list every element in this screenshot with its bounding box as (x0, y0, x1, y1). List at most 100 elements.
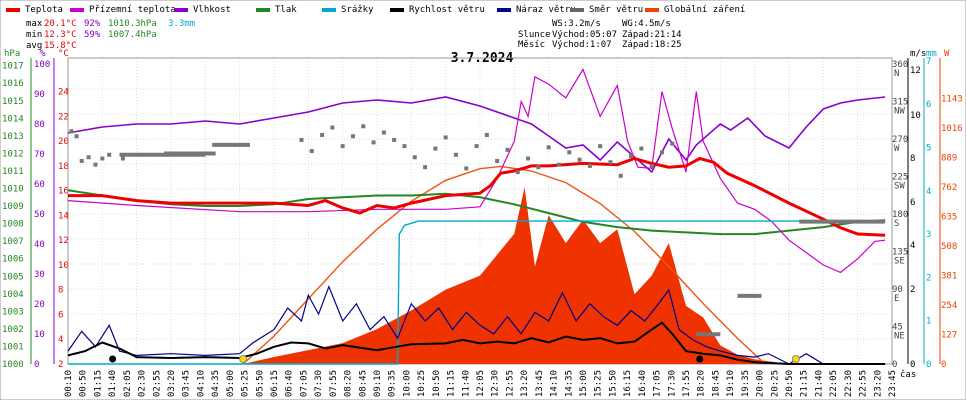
wind-dir-point (120, 156, 125, 161)
wind-speed-line (67, 321, 886, 365)
hpa-tick: 1011 (2, 167, 24, 177)
w-tick: 381 (941, 271, 957, 281)
x-tick-label: 15:50 (608, 370, 618, 397)
radiation-area (68, 187, 886, 364)
radiation-theoretical-line (242, 165, 766, 365)
x-tick-label: 05:50 (255, 370, 265, 397)
temp-tick: 24 (58, 88, 69, 98)
w-tick: 762 (941, 183, 957, 193)
temp-tick: 22 (58, 112, 69, 122)
wind-dir-point (330, 125, 335, 130)
x-tick-label: 06:40 (285, 370, 295, 397)
info-moon-label: Měsíc (518, 40, 545, 50)
wind-dir-point (299, 137, 304, 142)
legend-label: Tlak (275, 5, 297, 15)
wind-dir-point (443, 135, 448, 140)
mm-tick: 3 (926, 230, 931, 240)
hum-tick: 70 (34, 150, 45, 160)
x-tick-label: 11:40 (461, 370, 471, 397)
sun-set-marker (791, 355, 800, 363)
x-tick-label: 09:35 (388, 370, 398, 397)
temp-tick: 18 (58, 162, 69, 172)
temperature-line (68, 156, 886, 237)
legend-swatch (497, 8, 511, 12)
x-tick-label: 15:00 (579, 370, 589, 397)
pressure-line (67, 189, 886, 236)
stat-min-temp: 12.3°C (44, 30, 77, 40)
x-tick-label: 17:55 (682, 370, 692, 397)
hpa-tick: 1003 (2, 307, 24, 317)
x-tick-label: 19:10 (726, 370, 736, 397)
legend: Teplota Přízemní teplota Vlhkost Tlak Srážky… (6, 5, 745, 15)
x-tick-label: 12:30 (491, 370, 501, 397)
x-tick-label: 23:45 (888, 370, 898, 397)
temp-tick: 12 (58, 236, 69, 246)
x-tick-label: 16:40 (638, 370, 648, 397)
x-tick-label: 17:30 (667, 370, 677, 397)
wind-dir-point (659, 150, 664, 155)
hpa-tick: 1005 (2, 272, 24, 282)
info-panel: WS:3.2m/s WG:4.5m/s Slunce Východ:05:07 … (518, 19, 682, 50)
legend-label: Rychlost větru (409, 5, 485, 15)
hpa-tick: 1008 (2, 220, 24, 230)
hum-tick: 80 (34, 120, 45, 130)
stat-min-press: 1007.4hPa (108, 30, 157, 40)
temp-tick: 8 (58, 286, 63, 296)
w-tick: 1143 (941, 94, 963, 104)
hum-tick: 10 (34, 330, 45, 340)
legend-swatch (256, 8, 270, 12)
dir-tick: 315 (892, 98, 908, 108)
wind-dir-point (639, 146, 644, 151)
w-tick: 889 (941, 153, 957, 163)
wind-dir-point (608, 160, 613, 165)
mm-tick: 1 (926, 317, 931, 327)
legend-swatch (174, 8, 188, 12)
temp-tick: 6 (58, 310, 63, 320)
stat-max-hum: 92% (84, 19, 101, 29)
legend-label: Teplota (25, 5, 63, 15)
x-tick-label: 19:35 (741, 370, 751, 397)
x-tick-label: 18:45 (711, 370, 721, 397)
stat-avg-label: avg (26, 41, 42, 51)
x-tick-label: 22:30 (844, 370, 854, 397)
wind-dir-point (649, 163, 654, 168)
x-tick-label: 14:35 (564, 370, 574, 397)
wind-dir-point (69, 129, 74, 134)
x-tick-label: 23:20 (873, 370, 883, 397)
legend-label: Směr větru (589, 5, 643, 15)
ms-tick: 6 (910, 198, 915, 208)
rain-line (68, 220, 886, 365)
hum-tick: 0 (34, 360, 39, 370)
stat-max-press: 1010.3hPa (108, 19, 157, 29)
moon-rise-marker (109, 355, 117, 363)
dir-label: SE (894, 257, 905, 267)
x-tick-label: 06:15 (270, 370, 280, 397)
mm-tick: 7 (926, 57, 931, 67)
dir-label: N (894, 69, 899, 79)
wind-dir-point (495, 158, 500, 163)
ms-tick: 0 (910, 360, 915, 370)
wind-dir-point (392, 137, 397, 142)
dir-label: W (894, 144, 900, 154)
hpa-tick: 1016 (2, 79, 24, 89)
x-tick-label: 16:15 (623, 370, 633, 397)
hpa-tick: 1007 (2, 237, 24, 247)
temp-tick: 10 (58, 261, 69, 271)
wind-dir-point (629, 154, 634, 159)
hpa-tick: 1014 (2, 114, 24, 124)
legend-swatch (70, 8, 84, 12)
mm-tick: 6 (926, 100, 931, 110)
wind-dir-point (86, 155, 91, 160)
hpa-tick: 1015 (2, 97, 24, 107)
dir-tick: 0 (892, 360, 897, 370)
axis-unit: °C (58, 49, 69, 59)
wind-dir-point (361, 124, 366, 129)
x-tick-label: 12:05 (476, 370, 486, 397)
x-tick-label: 05:00 (226, 370, 236, 397)
wind-dir-point (402, 144, 407, 149)
wind-dir-point (107, 152, 112, 157)
stat-max-rain: 3.3mm (168, 19, 195, 29)
w-tick: 0 (941, 360, 946, 370)
